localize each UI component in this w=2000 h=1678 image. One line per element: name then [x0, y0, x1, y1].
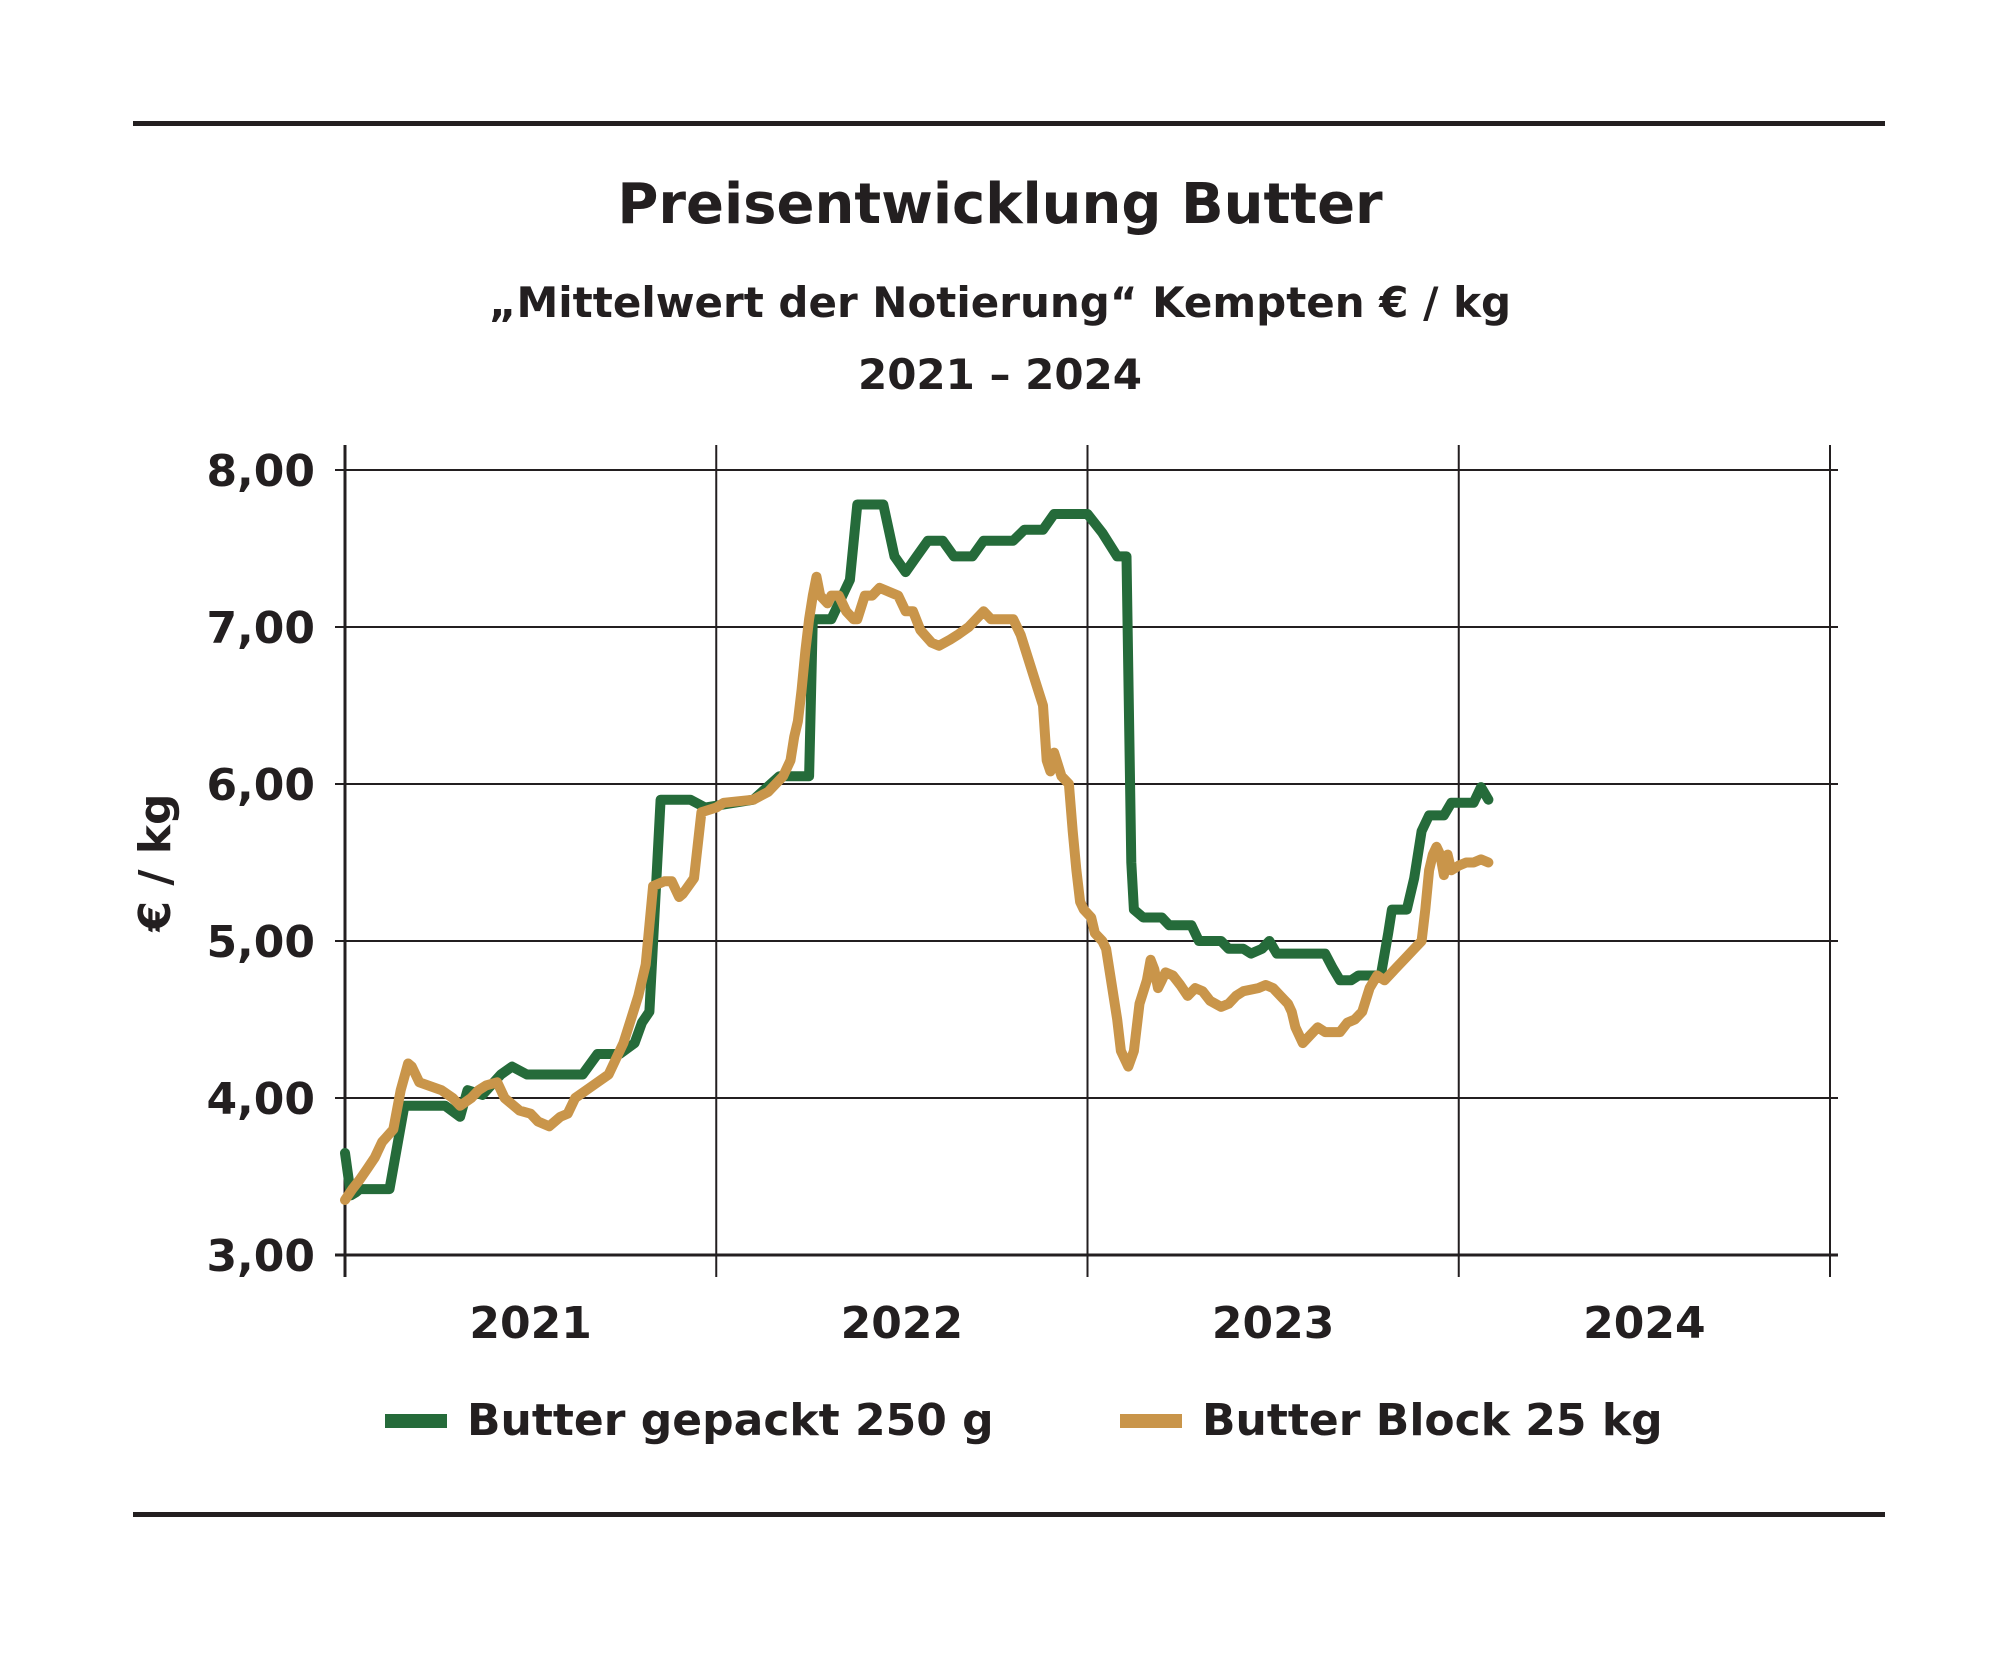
legend-swatch-gold: [1120, 1413, 1182, 1428]
top-rule: [133, 121, 1885, 126]
legend-item-butter-block: Butter Block 25 kg: [1120, 1395, 1663, 1446]
y-tick-label: 8,00: [206, 446, 315, 497]
x-tick-label: 2023: [1212, 1298, 1334, 1349]
y-axis-label: € / kg: [130, 793, 181, 932]
legend-label: Butter Block 25 kg: [1202, 1395, 1663, 1446]
x-tick-label: 2022: [841, 1298, 963, 1349]
y-tick-label: 6,00: [206, 760, 315, 811]
series-lines: [340, 499, 1494, 1205]
chart-title: Preisentwicklung Butter: [617, 172, 1383, 237]
legend-swatch-green: [385, 1413, 447, 1428]
line-chart: 3,00 4,00 5,00 6,00 7,00 8,00 2021 2022 2023 2024…: [130, 445, 1838, 1349]
legend: Butter gepackt 250 g Butter Block 25 kg: [0, 1395, 2000, 1465]
axis-labels: 3,00 4,00 5,00 6,00 7,00 8,00 2021 2022 2023 2024…: [130, 446, 1706, 1349]
y-tick-label: 5,00: [206, 917, 315, 968]
legend-item-butter-gepackt: Butter gepackt 250 g: [385, 1395, 994, 1446]
legend-label: Butter gepackt 250 g: [467, 1395, 994, 1446]
series-line-butter-block: [340, 571, 1494, 1205]
y-tick-label: 3,00: [206, 1231, 315, 1282]
grid: [335, 445, 1838, 1277]
x-tick-label: 2021: [469, 1298, 591, 1349]
chart-period: 2021 – 2024: [857, 350, 1143, 399]
bottom-rule: [133, 1512, 1885, 1517]
series-line-butter-gepackt: [340, 499, 1494, 1201]
y-tick-label: 4,00: [206, 1074, 315, 1125]
chart-subtitle: „Mittelwert der Notierung“ Kempten € / k…: [488, 278, 1512, 327]
y-tick-label: 7,00: [206, 603, 315, 654]
x-tick-label: 2024: [1583, 1298, 1705, 1349]
